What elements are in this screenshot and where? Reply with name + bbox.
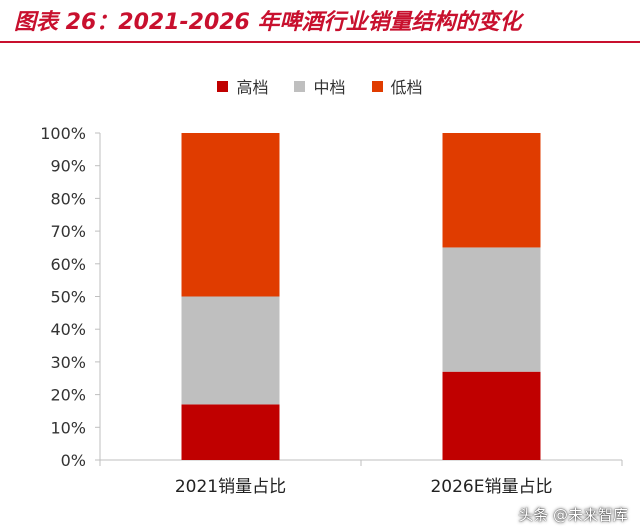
legend-label: 中档 [313,78,346,97]
bar-segment [181,296,280,405]
bar-segment [442,247,541,372]
legend-label: 低档 [390,78,423,97]
watermark: 头条 @未来智库 [518,506,628,524]
y-tick-label: 20% [50,386,86,405]
legend-swatch [371,80,383,92]
y-tick-label: 90% [50,157,86,176]
bar-segment [181,133,280,297]
y-tick-label: 30% [50,353,86,372]
y-tick-label: 50% [50,288,86,307]
y-tick-label: 80% [50,189,86,208]
legend-item: 中档 [294,74,346,98]
legend-swatch [294,80,306,92]
legend-item: 高档 [217,74,268,98]
bar-segment [442,133,541,248]
legend-label: 高档 [236,78,269,97]
y-tick-label: 60% [50,255,86,274]
chart-title: 图表 26：2021-2026 年啤酒行业销量结构的变化 [14,10,522,35]
bar-segment [181,404,280,460]
y-tick-label: 10% [50,418,86,437]
title-bar: 图表 26：2021-2026 年啤酒行业销量结构的变化 [0,0,640,44]
y-tick-label: 70% [50,222,86,241]
legend-swatch [217,80,229,92]
bar-segment [442,371,541,460]
x-category-label: 2026E销量占比 [430,477,552,497]
chart-legend: 高档 中档 低档 [0,74,640,98]
legend-item: 低档 [371,74,423,98]
y-tick-label: 100% [40,124,86,143]
y-tick-label: 40% [50,320,86,339]
y-tick-label: 0% [61,451,86,470]
x-category-label: 2021销量占比 [175,477,286,497]
title-divider [0,41,640,43]
